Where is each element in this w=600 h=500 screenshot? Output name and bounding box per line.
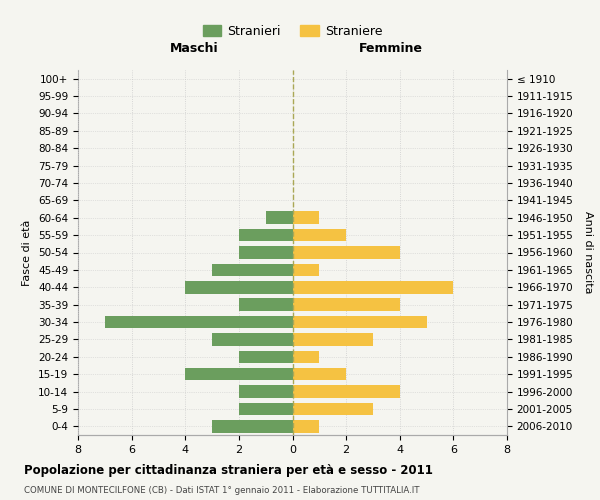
Text: Femmine: Femmine xyxy=(359,42,423,56)
Bar xyxy=(212,333,293,345)
Bar xyxy=(239,246,293,259)
Bar xyxy=(185,368,293,380)
Bar xyxy=(239,402,293,415)
Bar xyxy=(293,386,400,398)
Bar xyxy=(239,350,293,363)
Y-axis label: Fasce di età: Fasce di età xyxy=(22,220,32,286)
Bar xyxy=(293,229,346,241)
Text: COMUNE DI MONTECILFONE (CB) - Dati ISTAT 1° gennaio 2011 - Elaborazione TUTTITAL: COMUNE DI MONTECILFONE (CB) - Dati ISTAT… xyxy=(24,486,419,495)
Bar xyxy=(266,212,293,224)
Bar xyxy=(293,350,319,363)
Y-axis label: Anni di nascita: Anni di nascita xyxy=(583,211,593,294)
Bar xyxy=(293,333,373,345)
Bar xyxy=(239,229,293,241)
Bar xyxy=(293,298,400,311)
Bar xyxy=(293,246,400,259)
Bar xyxy=(185,281,293,293)
Bar xyxy=(293,316,427,328)
Bar xyxy=(293,212,319,224)
Bar xyxy=(293,420,319,432)
Bar xyxy=(212,264,293,276)
Bar xyxy=(293,402,373,415)
Bar xyxy=(239,298,293,311)
Text: Popolazione per cittadinanza straniera per età e sesso - 2011: Popolazione per cittadinanza straniera p… xyxy=(24,464,433,477)
Bar xyxy=(293,264,319,276)
Bar xyxy=(293,281,454,293)
Text: Maschi: Maschi xyxy=(170,42,218,56)
Bar xyxy=(212,420,293,432)
Bar xyxy=(293,368,346,380)
Bar xyxy=(105,316,293,328)
Bar xyxy=(239,386,293,398)
Legend: Stranieri, Straniere: Stranieri, Straniere xyxy=(203,25,382,38)
